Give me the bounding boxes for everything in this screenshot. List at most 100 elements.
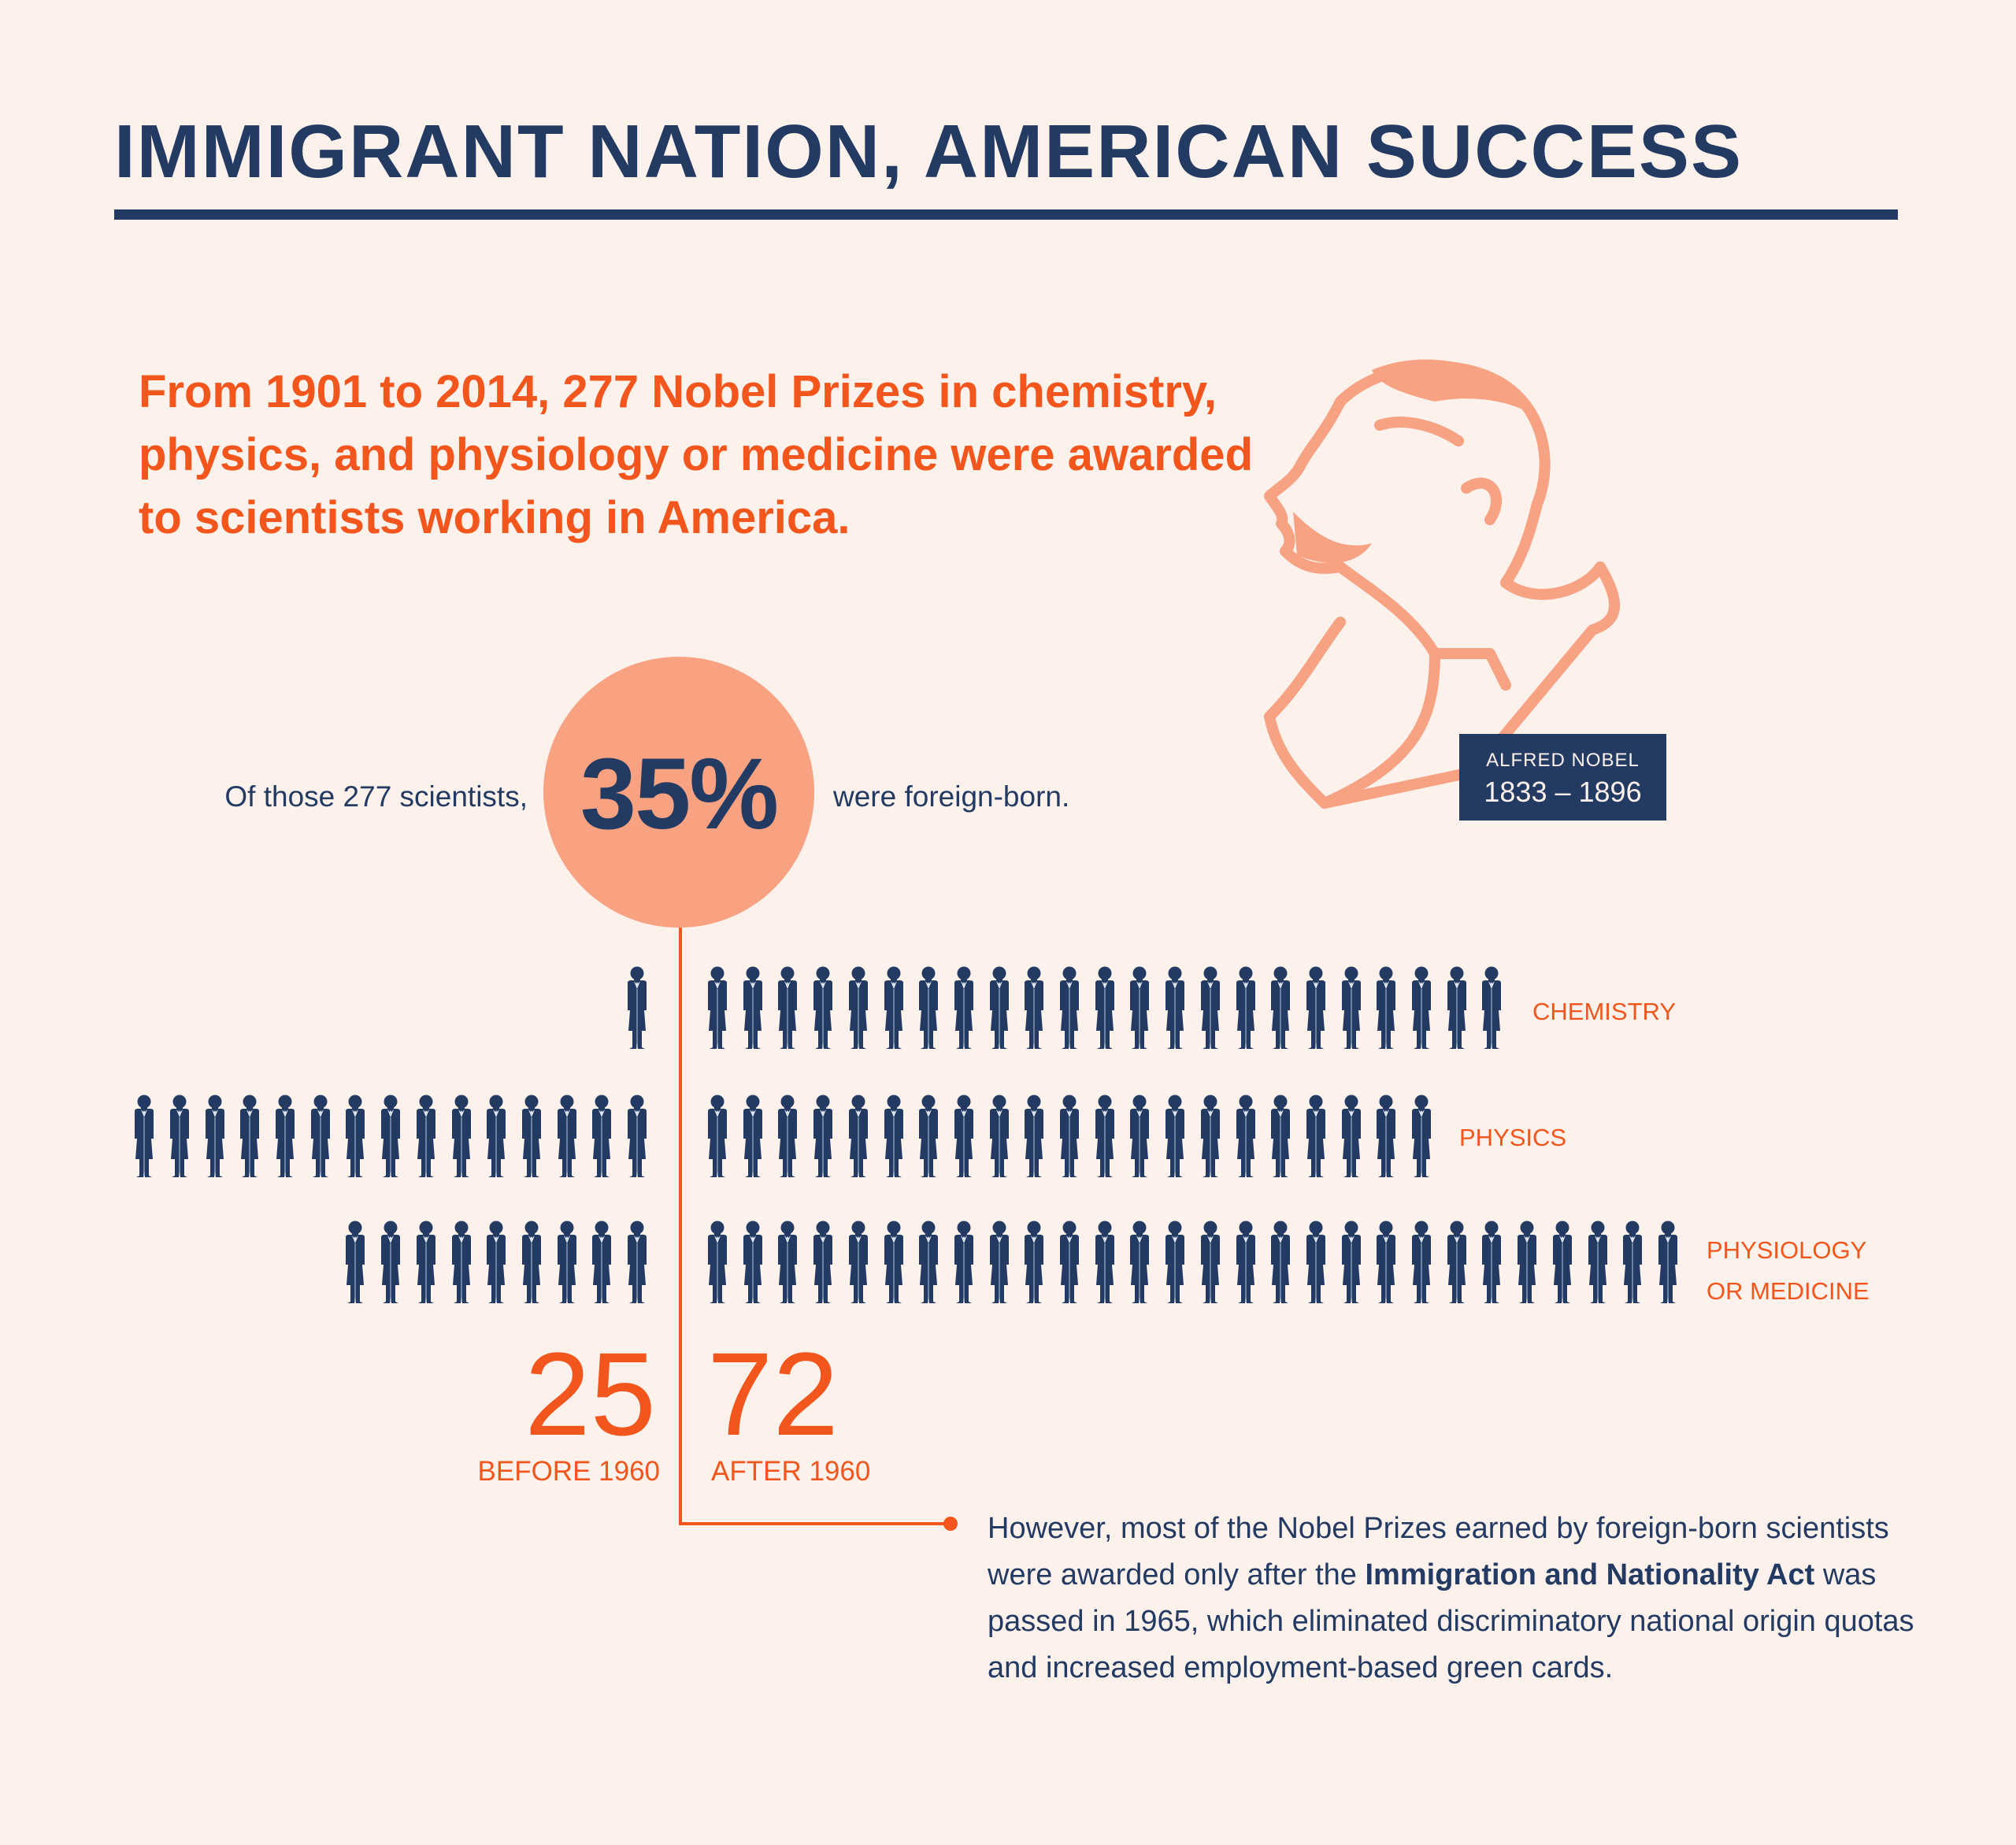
scientist-icon-after-1960 bbox=[1268, 1093, 1293, 1180]
scientist-icon-before-1960 bbox=[519, 1219, 544, 1306]
page-title: IMMIGRANT NATION, AMERICAN SUCCESS bbox=[114, 109, 1743, 194]
scientist-icon-after-1960 bbox=[1057, 965, 1082, 1051]
scientist-icon-after-1960 bbox=[1233, 1093, 1258, 1180]
scientist-icon-after-1960 bbox=[810, 965, 836, 1051]
scientist-icon-after-1960 bbox=[1479, 1219, 1504, 1306]
note-text-2: was passed in 1965, which eliminated dis… bbox=[988, 1558, 1914, 1684]
scientist-icon-after-1960 bbox=[1233, 965, 1258, 1051]
scientist-icon-before-1960 bbox=[554, 1093, 580, 1180]
scientist-icon-before-1960 bbox=[624, 1093, 650, 1180]
scientist-icon-after-1960 bbox=[987, 965, 1012, 1051]
scientist-icon-after-1960 bbox=[1198, 965, 1223, 1051]
scientist-icon-before-1960 bbox=[343, 1219, 368, 1306]
scientist-icon-after-1960 bbox=[810, 1219, 836, 1306]
percent-value: 35% bbox=[580, 738, 779, 850]
scientist-icon-after-1960 bbox=[916, 965, 941, 1051]
alfred-nobel-portrait bbox=[1264, 359, 1620, 809]
scientist-icon-before-1960 bbox=[132, 1093, 157, 1180]
scientist-icon-after-1960 bbox=[1339, 1093, 1364, 1180]
scientist-icon-before-1960 bbox=[554, 1219, 580, 1306]
scientist-icon-before-1960 bbox=[413, 1219, 439, 1306]
scientist-icon-after-1960 bbox=[775, 1093, 800, 1180]
scientist-icon-after-1960 bbox=[1373, 965, 1399, 1051]
scientist-icon-before-1960 bbox=[272, 1093, 298, 1180]
scientist-icon-before-1960 bbox=[237, 1093, 262, 1180]
scientist-icon-after-1960 bbox=[1233, 1219, 1258, 1306]
scientist-icon-after-1960 bbox=[1339, 965, 1364, 1051]
scientist-icon-before-1960 bbox=[589, 1093, 614, 1180]
scientist-icon-before-1960 bbox=[624, 1219, 650, 1306]
scientist-icon-after-1960 bbox=[1373, 1219, 1399, 1306]
note-text-1: However, most of the Nobel Prizes earned… bbox=[988, 1512, 1889, 1591]
scientist-icon-after-1960 bbox=[1409, 1093, 1434, 1180]
scientist-icon-after-1960 bbox=[740, 1219, 765, 1306]
scientist-icon-after-1960 bbox=[740, 1093, 765, 1180]
scientist-icon-after-1960 bbox=[1092, 1219, 1117, 1306]
scientist-icon-after-1960 bbox=[1127, 1219, 1152, 1306]
category-label-medicine-1: PHYSIOLOGY bbox=[1707, 1236, 1867, 1264]
scientist-icon-after-1960 bbox=[1514, 1219, 1540, 1306]
scientist-icon-after-1960 bbox=[951, 1093, 976, 1180]
scientist-icon-after-1960 bbox=[951, 965, 976, 1051]
scientist-icon-after-1960 bbox=[1162, 1219, 1188, 1306]
scientist-icon-after-1960 bbox=[881, 1093, 906, 1180]
scientist-icon-after-1960 bbox=[1198, 1219, 1223, 1306]
connector-line-horizontal bbox=[679, 1522, 951, 1525]
scientist-icon-after-1960 bbox=[1021, 965, 1047, 1051]
scientist-icon-after-1960 bbox=[775, 1219, 800, 1306]
scientist-icon-after-1960 bbox=[1268, 965, 1293, 1051]
scientist-icon-before-1960 bbox=[378, 1093, 403, 1180]
intro-text: From 1901 to 2014, 277 Nobel Prizes in c… bbox=[139, 366, 1253, 543]
scientist-icon-before-1960 bbox=[624, 965, 650, 1051]
scientist-icon-after-1960 bbox=[846, 1093, 871, 1180]
scientist-icon-after-1960 bbox=[987, 1219, 1012, 1306]
percent-circle bbox=[543, 657, 814, 928]
scientist-icon-after-1960 bbox=[881, 965, 906, 1051]
scientist-icon-after-1960 bbox=[881, 1219, 906, 1306]
scientist-icon-after-1960 bbox=[705, 965, 730, 1051]
scientist-icon-after-1960 bbox=[916, 1093, 941, 1180]
scientist-icon-after-1960 bbox=[1057, 1219, 1082, 1306]
scientist-icon-before-1960 bbox=[343, 1093, 368, 1180]
scientist-icon-after-1960 bbox=[1303, 1093, 1329, 1180]
scientist-icon-after-1960 bbox=[1198, 1093, 1223, 1180]
scientist-icon-after-1960 bbox=[1373, 1093, 1399, 1180]
nobel-label: ALFRED NOBEL 1833 – 1896 bbox=[1459, 734, 1666, 821]
scientist-icon-before-1960 bbox=[449, 1219, 474, 1306]
scientist-icon-after-1960 bbox=[1021, 1093, 1047, 1180]
scientist-icon-before-1960 bbox=[484, 1219, 509, 1306]
scientist-icon-after-1960 bbox=[1655, 1219, 1681, 1306]
footnote-paragraph: However, most of the Nobel Prizes earned… bbox=[988, 1506, 1948, 1691]
stat-suffix: were foreign-born. bbox=[833, 780, 1070, 813]
scientist-icon-before-1960 bbox=[202, 1093, 228, 1180]
scientist-icon-after-1960 bbox=[1444, 965, 1469, 1051]
scientist-icon-after-1960 bbox=[1092, 1093, 1117, 1180]
scientist-icon-after-1960 bbox=[846, 965, 871, 1051]
scientist-icon-after-1960 bbox=[1021, 1219, 1047, 1306]
before-total: 25 bbox=[524, 1328, 656, 1460]
scientist-icon-after-1960 bbox=[951, 1219, 976, 1306]
scientist-icon-after-1960 bbox=[916, 1219, 941, 1306]
scientist-icon-after-1960 bbox=[846, 1219, 871, 1306]
scientist-icon-after-1960 bbox=[1339, 1219, 1364, 1306]
scientist-icon-before-1960 bbox=[519, 1093, 544, 1180]
scientist-icon-before-1960 bbox=[378, 1219, 403, 1306]
before-label: BEFORE 1960 bbox=[477, 1456, 661, 1487]
nobel-years: 1833 – 1896 bbox=[1484, 776, 1642, 808]
note-act-name: Immigration and Nationality Act bbox=[1365, 1558, 1815, 1591]
stat-prefix: Of those 277 scientists, bbox=[224, 780, 528, 813]
scientist-icon-before-1960 bbox=[449, 1093, 474, 1180]
scientist-icon-after-1960 bbox=[1409, 1219, 1434, 1306]
scientist-icon-before-1960 bbox=[167, 1093, 192, 1180]
scientist-icon-after-1960 bbox=[1057, 1093, 1082, 1180]
scientist-icon-after-1960 bbox=[1303, 1219, 1329, 1306]
scientist-icon-after-1960 bbox=[1585, 1219, 1610, 1306]
scientist-icon-after-1960 bbox=[1268, 1219, 1293, 1306]
scientist-icon-after-1960 bbox=[1620, 1219, 1645, 1306]
nobel-name: ALFRED NOBEL bbox=[1486, 750, 1640, 771]
scientist-icon-before-1960 bbox=[484, 1093, 509, 1180]
scientist-icon-after-1960 bbox=[1127, 965, 1152, 1051]
scientist-icon-after-1960 bbox=[1162, 965, 1188, 1051]
scientist-icon-after-1960 bbox=[1127, 1093, 1152, 1180]
scientist-icon-after-1960 bbox=[1303, 965, 1329, 1051]
